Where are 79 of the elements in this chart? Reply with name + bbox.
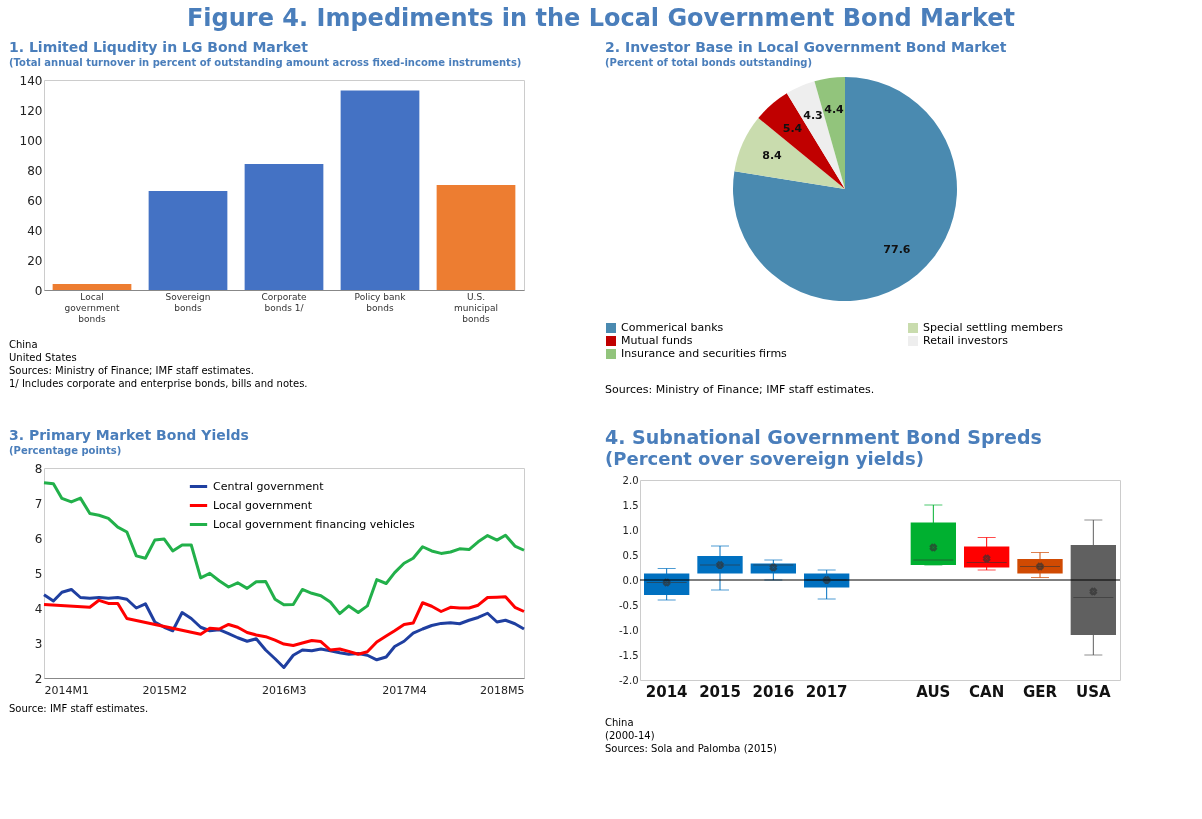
source-note: Sources: Sola and Palomba (2015)	[605, 743, 777, 754]
y-tick-label: 2	[34, 671, 43, 686]
y-tick-label: 8	[34, 461, 43, 476]
data-label: 4.3	[803, 108, 823, 122]
legend-label: Local government financing vehicles	[213, 517, 415, 531]
data-label: 8.4	[762, 149, 783, 163]
x-tick-label: U.S. municipal bonds	[454, 291, 498, 324]
text: (2000-14)	[605, 730, 655, 741]
data-label: 5.4	[782, 121, 803, 135]
x-tick-label: 2015M2	[142, 683, 187, 697]
line-series	[42, 595, 526, 656]
data-label: 77.6	[883, 242, 911, 256]
text: China	[605, 717, 634, 728]
legend-label: Mutual funds	[621, 334, 693, 347]
y-tick-label: 120	[19, 103, 43, 118]
legend-label: Retail investors	[923, 334, 1009, 347]
y-tick-label: -0.5	[618, 599, 639, 611]
legend-label: Insurance and securities firms	[621, 347, 788, 360]
x-tick-label: CAN	[969, 682, 1005, 701]
pie-slice	[734, 118, 845, 189]
chart-title: 3. Primary Market Bond Yields	[9, 427, 249, 443]
y-tick-label: -1.0	[618, 624, 639, 636]
text: Figure 4. Impediments in the Local Government Bond Market	[185, 4, 1017, 32]
y-tick-label: 80	[27, 163, 43, 178]
x-tick-label: Policy bank bonds	[354, 291, 407, 313]
chart-subtitle: (Percent over sovereign yields)	[605, 448, 924, 469]
source-note: Sources: Ministry of Finance; IMF staff estimates.	[605, 383, 875, 396]
x-tick-label: 2016M3	[262, 683, 307, 697]
text: 1/ Includes corporate and enterprise bonds, bills and notes.	[9, 378, 308, 389]
legend-label: Special settling members	[923, 321, 1064, 334]
x-tick-label: USA	[1076, 682, 1112, 701]
chart-subtitle: (Total annual turnover in percent of outstanding amount across fixed-income instruments)	[9, 57, 522, 68]
text: China	[9, 339, 38, 350]
data-label: 4.4	[824, 102, 845, 116]
y-tick-label: 140	[19, 73, 43, 88]
x-tick-label: 2014M1	[44, 683, 89, 697]
y-tick-label: 1.0	[622, 524, 639, 536]
x-tick-label: AUS	[916, 682, 951, 701]
legend-label: Local government	[213, 498, 313, 512]
y-tick-label: 7	[34, 496, 43, 511]
line-series	[42, 481, 526, 616]
x-tick-label: 2016	[752, 682, 795, 701]
x-tick-label: 2018M5	[480, 683, 525, 697]
y-tick-label: 100	[19, 133, 43, 148]
chart-subtitle: (Percentage points)	[9, 445, 122, 456]
x-tick-label: GER	[1022, 682, 1058, 701]
x-tick-label: 2015	[699, 682, 741, 701]
x-tick-label: Corporate bonds 1/	[261, 291, 307, 313]
x-tick-label: 2017M4	[382, 683, 427, 697]
x-tick-label: 2017	[805, 682, 848, 701]
pie-slice	[758, 93, 845, 189]
x-tick-label: Local government bonds	[64, 291, 120, 324]
y-tick-label: 2.0	[622, 474, 639, 486]
legend-label: Commerical banks	[621, 321, 724, 334]
y-tick-label: 5	[34, 566, 43, 581]
text: United States	[9, 352, 77, 363]
chart-title: 2. Investor Base in Local Government Bond Market	[605, 39, 1007, 55]
chart-subtitle: (Percent of total bonds outstanding)	[605, 57, 813, 68]
source-note: Source: IMF staff estimates.	[9, 703, 149, 714]
y-tick-label: 4	[34, 601, 43, 616]
y-tick-label: -1.5	[618, 649, 639, 661]
y-tick-label: 0.0	[622, 574, 639, 586]
y-tick-label: 0.5	[622, 549, 639, 561]
y-tick-label: 6	[34, 531, 43, 546]
legend-label: Central government	[213, 479, 325, 493]
source-note: Sources: Ministry of Finance; IMF staff estimates.	[9, 365, 254, 376]
y-tick-label: -2.0	[618, 674, 639, 686]
line-series	[42, 587, 526, 669]
y-tick-label: 40	[27, 223, 43, 238]
y-tick-label: 20	[27, 253, 43, 268]
x-tick-label: Sovereign bonds	[165, 291, 211, 313]
y-tick-label: 1.5	[622, 499, 639, 511]
pie-slice	[733, 77, 957, 301]
x-tick-label: 2014	[645, 682, 688, 701]
y-tick-label: 3	[34, 636, 43, 651]
y-tick-label: 60	[27, 193, 43, 208]
chart-title: 1. Limited Liqudity in LG Bond Market	[9, 39, 309, 55]
chart-title: 4. Subnational Government Bond Spreds	[605, 426, 1042, 448]
y-tick-label: 0	[34, 283, 43, 298]
